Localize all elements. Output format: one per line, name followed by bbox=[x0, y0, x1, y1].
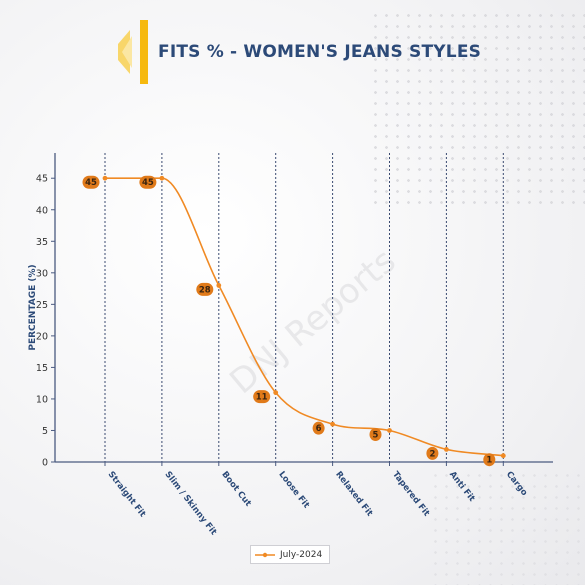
x-tick-label-2: Boot Cut bbox=[219, 470, 252, 509]
x-tick-label-1: Slim / Skinny Fit bbox=[163, 470, 219, 538]
data-label-3: 11 bbox=[256, 393, 268, 403]
watermark-text: DNJ Reports bbox=[222, 241, 403, 402]
y-tick-label-8: 40 bbox=[36, 205, 48, 216]
y-tick-label-0: 0 bbox=[42, 458, 48, 469]
y-tick-label-4: 20 bbox=[36, 331, 48, 342]
data-label-7: 1 bbox=[486, 456, 492, 466]
y-tick-label-9: 45 bbox=[36, 174, 48, 185]
x-tick-label-7: Cargo bbox=[504, 470, 529, 498]
dot-pattern-top bbox=[370, 10, 585, 210]
data-label-bg-4 bbox=[312, 421, 325, 435]
y-tick-label-2: 10 bbox=[36, 394, 48, 405]
data-label-bg-1 bbox=[139, 175, 157, 189]
data-point-5 bbox=[387, 428, 392, 433]
data-point-7 bbox=[500, 453, 506, 459]
data-point-2 bbox=[216, 283, 222, 288]
data-label-bg-5 bbox=[369, 427, 382, 441]
dot-pattern-bottom bbox=[430, 470, 585, 585]
data-label-0: 45 bbox=[85, 178, 97, 188]
x-tick-label-3: Loose Fit bbox=[276, 470, 311, 511]
data-label-4: 6 bbox=[316, 424, 322, 434]
data-label-bg-2 bbox=[196, 282, 214, 296]
chart-header: FITS % - WOMEN'S JEANS STYLES bbox=[112, 20, 481, 84]
data-label-bg-6 bbox=[426, 446, 439, 460]
brand-logo-icon bbox=[118, 20, 148, 84]
y-axis-title: PERCENTAGE (%) bbox=[28, 264, 38, 350]
y-tick-label-6: 30 bbox=[36, 268, 48, 279]
data-point-3 bbox=[273, 390, 279, 396]
legend-label: July-2024 bbox=[280, 549, 323, 560]
logo-inner-shape bbox=[122, 36, 132, 68]
data-label-bg-3 bbox=[253, 390, 271, 404]
data-point-1 bbox=[159, 175, 165, 181]
data-label-bg-7 bbox=[483, 453, 496, 467]
data-point-0 bbox=[102, 175, 108, 181]
data-point-6 bbox=[444, 446, 449, 452]
y-tick-label-1: 5 bbox=[42, 426, 48, 437]
y-tick-label-3: 15 bbox=[36, 363, 48, 374]
y-tick-label-7: 35 bbox=[36, 237, 48, 248]
chart-title: FITS % - WOMEN'S JEANS STYLES bbox=[158, 42, 482, 62]
y-tick-label-5: 25 bbox=[36, 300, 48, 311]
legend-line-swatch bbox=[255, 552, 275, 557]
x-tick-label-0: Straight Fit bbox=[106, 470, 148, 519]
x-tick-label-5: Tapered Fit bbox=[390, 470, 431, 519]
series-line-july-2024 bbox=[104, 177, 504, 457]
x-tick-label-4: Relaxed Fit bbox=[333, 470, 374, 519]
data-label-2: 28 bbox=[199, 285, 211, 295]
chart-legend: July-2024 bbox=[250, 545, 330, 564]
x-tick-label-6: Anti Fit bbox=[447, 470, 477, 504]
data-label-5: 5 bbox=[373, 430, 379, 440]
data-label-1: 45 bbox=[142, 178, 154, 188]
data-label-bg-0 bbox=[82, 175, 100, 189]
data-label-6: 2 bbox=[429, 449, 435, 459]
data-point-4 bbox=[330, 421, 335, 427]
logo-bar bbox=[140, 20, 148, 84]
